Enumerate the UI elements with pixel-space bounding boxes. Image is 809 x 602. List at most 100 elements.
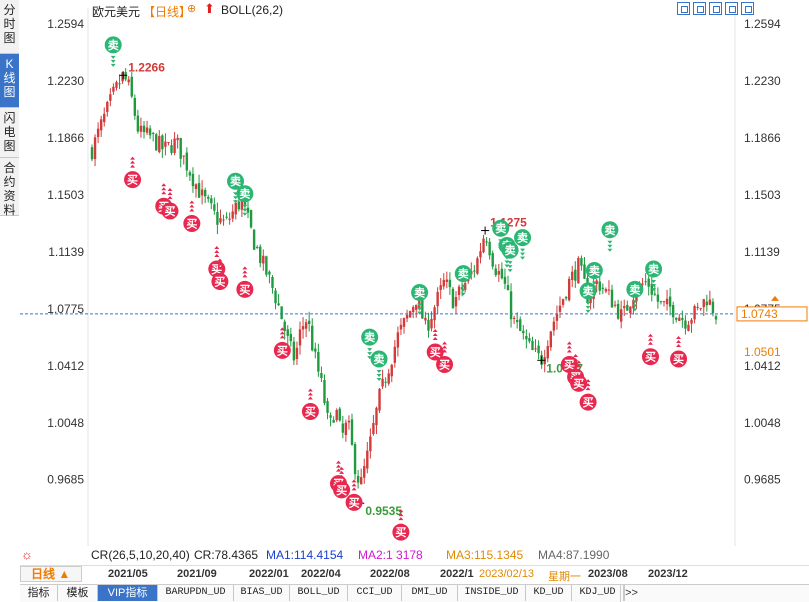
candle-body (161, 135, 164, 150)
sell-arrow-icon (417, 307, 423, 311)
tab-kline-chart[interactable]: K线图 (0, 54, 19, 108)
buy-arrow-icon (307, 388, 313, 392)
candle-body (473, 270, 476, 272)
candle-body (531, 340, 534, 351)
sell-arrow-icon (242, 208, 248, 212)
more-tabs-button[interactable]: >> (620, 585, 642, 602)
candle-body (262, 255, 265, 264)
tab-bias-ud[interactable]: BIAS_UD (234, 585, 290, 601)
candle-body (583, 264, 586, 279)
period-label[interactable]: 【日线】 (143, 5, 192, 19)
ma4-value: MA4:87.1990 (538, 548, 610, 562)
candle-body (317, 351, 320, 372)
candle-body (314, 348, 317, 352)
tab-templates[interactable]: 模板 (58, 585, 98, 601)
candle-body (197, 183, 201, 198)
buy-arrow-icon (585, 383, 591, 387)
tab-time-chart[interactable]: 分时图 (0, 0, 19, 54)
sell-signal (601, 221, 619, 239)
last-price-box (736, 306, 808, 322)
y-tick-label-right: 0.9685 (744, 473, 781, 487)
candle-body (537, 345, 540, 354)
buy-arrow-icon (189, 208, 195, 212)
buy-arrow-icon (339, 470, 345, 474)
sell-signal (626, 280, 644, 298)
candle-body (158, 136, 161, 153)
buy-arrow-icon (432, 328, 438, 332)
buy-arrow-icon (130, 164, 136, 168)
buy-arrow-icon (351, 483, 357, 487)
tab-inside-ud[interactable]: INSIDE_UD (458, 585, 526, 601)
candle-body (522, 330, 525, 334)
candle-body (619, 309, 623, 322)
candle-body (344, 422, 348, 436)
candle-body (534, 348, 537, 350)
candle-body (503, 276, 507, 284)
tab-kdj-ud[interactable]: KDJ_UD (572, 585, 624, 601)
tab-indicators[interactable]: 指标 (20, 585, 58, 601)
sell-arrow-icon (233, 200, 239, 204)
sell-arrow-icon (591, 281, 597, 285)
price-chart[interactable]: 1.2594 1.2594 1.2230 1.2230 1.1866 1.1866 1.15… (0, 0, 809, 548)
tab-vip-indicators[interactable]: VIP指标 (98, 585, 158, 601)
candle-body (708, 299, 712, 305)
candle-body (549, 331, 553, 348)
sell-signal (579, 282, 597, 300)
main-indicator-label[interactable]: BOLL(26,2) (221, 3, 284, 17)
zoom-in-icon[interactable] (677, 2, 690, 15)
buy-arrow-icon (279, 331, 285, 335)
candle-body (121, 72, 124, 82)
candle-body (301, 326, 305, 330)
sun-icon[interactable]: ☼ (21, 547, 33, 562)
candle-body (671, 305, 675, 318)
sell-arrow-icon (520, 256, 526, 260)
buy-arrow-icon (585, 379, 591, 383)
candle-body (650, 283, 653, 295)
candle-body (552, 321, 556, 331)
tab-contract-info[interactable]: 合约资料 (0, 158, 19, 217)
buy-signal-label: 买 (349, 496, 360, 509)
tab-kd-ud[interactable]: KD_UD (526, 585, 572, 601)
up-arrow-icon[interactable]: ⬆ (204, 1, 215, 16)
buy-arrow-icon (647, 341, 653, 345)
buy-arrow-icon (189, 200, 195, 204)
settings-icon[interactable] (741, 2, 754, 15)
sell-signal-label: 卖 (414, 285, 425, 299)
candle-body (613, 304, 617, 306)
buy-arrow-icon (161, 191, 167, 195)
sell-arrow-icon (585, 305, 591, 309)
buy-arrow-icon (217, 262, 223, 266)
candle-body (577, 257, 580, 284)
tab-boll-ud[interactable]: BOLL_UD (290, 585, 348, 601)
candle-body (289, 333, 293, 342)
ma3-value: MA3:115.1345 (446, 548, 524, 562)
buy-arrow-icon (214, 249, 220, 253)
restore-icon[interactable] (725, 2, 738, 15)
sell-signal-label: 卖 (374, 352, 385, 366)
candle-body (136, 115, 140, 132)
buy-arrow-icon (189, 204, 195, 208)
period-selector[interactable]: 日线 ▲ (20, 566, 82, 582)
sell-arrow-icon (460, 288, 466, 292)
tab-cci-ud[interactable]: CCI_UD (348, 585, 402, 601)
add-indicator-icon[interactable]: ⊕ (187, 3, 197, 15)
sell-signal-label: 卖 (239, 187, 250, 201)
ma1-value: MA1:114.4154 (266, 548, 344, 562)
tab-flash-chart[interactable]: 闪电图 (0, 108, 19, 158)
buy-signal (183, 215, 201, 233)
candle-body (148, 128, 152, 136)
candle-body (363, 466, 366, 478)
zoom-out-icon[interactable] (693, 2, 706, 15)
indicator-values-row: ☼ CR(26,5,10,20,40) CR:78.4365 MA1:114.4… (20, 547, 809, 564)
full-screen-icon[interactable] (709, 2, 722, 15)
candle-body (574, 269, 577, 281)
tab-dj-ud[interactable]: DJ_UD (624, 585, 625, 601)
tab-barupdn-ud[interactable]: BARUPDN_UD (158, 585, 234, 601)
tab-dmi-ud[interactable]: DMI_UD (402, 585, 458, 601)
candle-body (512, 317, 516, 319)
buy-arrow-icon (307, 392, 313, 396)
candle-body (292, 341, 296, 361)
buy-signal-label: 买 (673, 353, 684, 366)
sell-signal (514, 229, 532, 247)
buy-arrow-icon (339, 474, 345, 478)
